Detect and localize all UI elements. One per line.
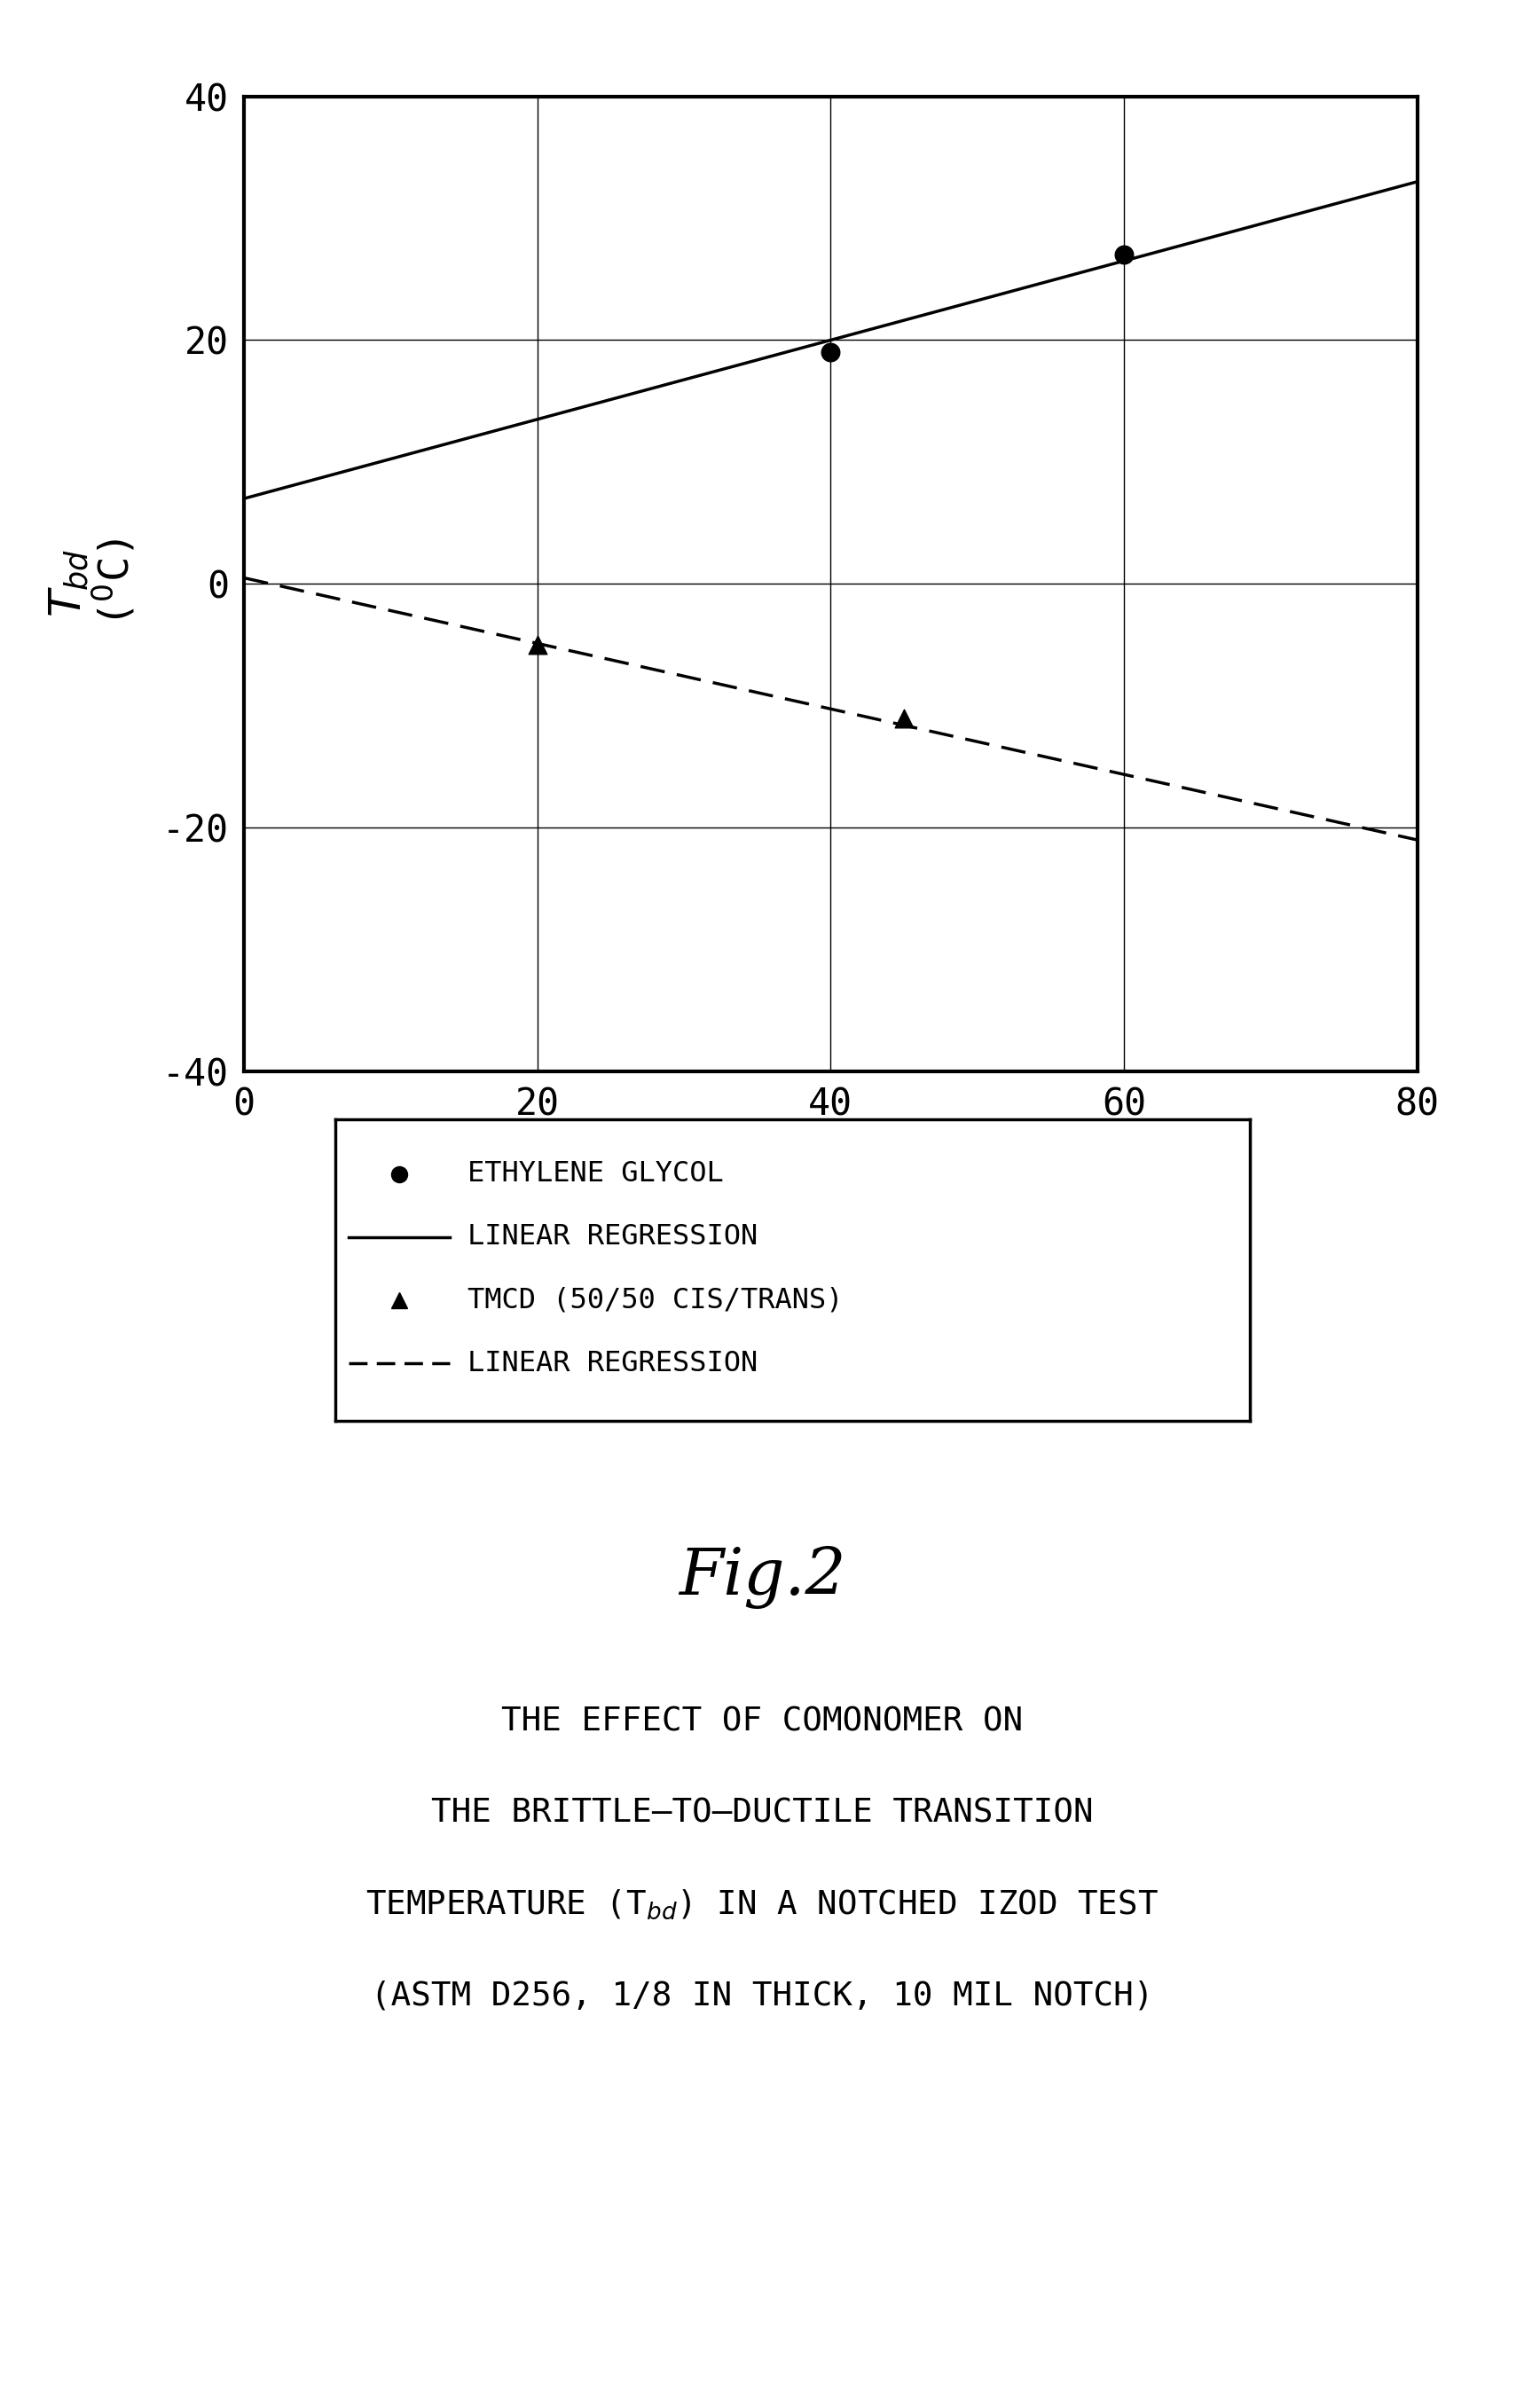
Text: LINEAR REGRESSION: LINEAR REGRESSION [468, 1223, 757, 1250]
Point [818, 332, 843, 371]
Text: ($^0$C): ($^0$C) [91, 539, 137, 626]
Text: $T_{bd}$: $T_{bd}$ [47, 549, 90, 616]
Text: THE BRITTLE–TO–DUCTILE TRANSITION: THE BRITTLE–TO–DUCTILE TRANSITION [431, 1796, 1093, 1830]
Point [524, 626, 550, 665]
Text: LINEAR REGRESSION: LINEAR REGRESSION [468, 1351, 757, 1377]
X-axis label: MOL% COMONOMER: MOL% COMONOMER [643, 1149, 1018, 1192]
Text: TEMPERATURE (T$_{bd}$) IN A NOTCHED IZOD TEST: TEMPERATURE (T$_{bd}$) IN A NOTCHED IZOD… [366, 1888, 1158, 1922]
Text: TMCD (50/50 CIS/TRANS): TMCD (50/50 CIS/TRANS) [468, 1286, 844, 1315]
Text: ETHYLENE GLYCOL: ETHYLENE GLYCOL [468, 1161, 724, 1187]
Text: (ASTM D256, 1/8 IN THICK, 10 MIL NOTCH): (ASTM D256, 1/8 IN THICK, 10 MIL NOTCH) [370, 1979, 1154, 2013]
Point [892, 698, 916, 737]
Text: THE EFFECT OF COMONOMER ON: THE EFFECT OF COMONOMER ON [501, 1705, 1023, 1739]
Text: Fig.2: Fig.2 [678, 1546, 846, 1609]
Point [1113, 236, 1137, 275]
